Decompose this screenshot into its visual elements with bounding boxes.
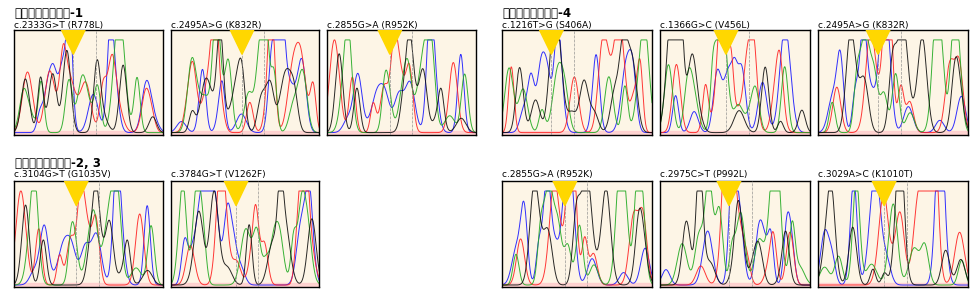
Text: c.2855G>A (R952K): c.2855G>A (R952K) bbox=[327, 21, 417, 30]
Text: c.2855G>A (R952K): c.2855G>A (R952K) bbox=[502, 170, 592, 179]
Polygon shape bbox=[65, 181, 88, 206]
Text: c.2495A>G (K832R): c.2495A>G (K832R) bbox=[171, 21, 261, 30]
Text: c.2333G>T (R778L): c.2333G>T (R778L) bbox=[14, 21, 103, 30]
Text: c.3104G>T (G1035V): c.3104G>T (G1035V) bbox=[14, 170, 111, 179]
Polygon shape bbox=[717, 181, 741, 206]
Polygon shape bbox=[378, 30, 402, 54]
Text: ウィルソン病患者-1: ウィルソン病患者-1 bbox=[15, 7, 83, 20]
Text: c.1216T>G (S406A): c.1216T>G (S406A) bbox=[502, 21, 591, 30]
Polygon shape bbox=[230, 30, 254, 54]
Text: ウィルソン病患者-4: ウィルソン病患者-4 bbox=[503, 7, 572, 20]
Polygon shape bbox=[224, 181, 248, 206]
Text: c.3029A>C (K1010T): c.3029A>C (K1010T) bbox=[818, 170, 912, 179]
Text: ウィルソン病患者-2, 3: ウィルソン病患者-2, 3 bbox=[15, 157, 101, 170]
Text: c.2495A>G (K832R): c.2495A>G (K832R) bbox=[818, 21, 908, 30]
Polygon shape bbox=[714, 30, 738, 54]
Polygon shape bbox=[539, 30, 563, 54]
Polygon shape bbox=[872, 181, 896, 206]
Polygon shape bbox=[866, 30, 890, 54]
Polygon shape bbox=[62, 30, 85, 54]
Text: c.1366G>C (V456L): c.1366G>C (V456L) bbox=[660, 21, 750, 30]
Polygon shape bbox=[553, 181, 577, 206]
Text: c.2975C>T (P992L): c.2975C>T (P992L) bbox=[660, 170, 747, 179]
Text: c.3784G>T (V1262F): c.3784G>T (V1262F) bbox=[171, 170, 266, 179]
